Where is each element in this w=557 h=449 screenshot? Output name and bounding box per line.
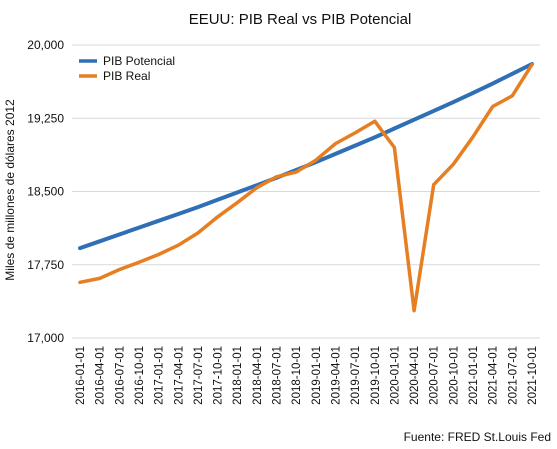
legend-label: PIB Real bbox=[103, 69, 150, 83]
x-tick-label: 2016-07-01 bbox=[114, 346, 126, 405]
y-tick-label: 20,000 bbox=[27, 38, 64, 52]
x-tick-label: 2017-01-01 bbox=[154, 346, 166, 405]
x-tick-label: 2019-01-01 bbox=[311, 346, 323, 405]
x-tick-label: 2020-01-01 bbox=[389, 346, 401, 405]
x-tick-label: 2016-04-01 bbox=[95, 346, 107, 405]
y-tick-label: 17,750 bbox=[27, 258, 64, 272]
grid-lines bbox=[72, 44, 540, 339]
x-tick-label: 2018-01-01 bbox=[232, 346, 244, 405]
x-tick-label: 2021-01-01 bbox=[468, 346, 480, 405]
x-tick-label: 2016-01-01 bbox=[75, 346, 87, 405]
chart-title: EEUU: PIB Real vs PIB Potencial bbox=[189, 11, 412, 28]
x-tick-label: 2021-04-01 bbox=[488, 346, 500, 405]
x-tick-label: 2020-07-01 bbox=[429, 346, 441, 405]
x-tick-label: 2021-10-01 bbox=[527, 346, 539, 405]
x-tick-label: 2020-10-01 bbox=[448, 346, 460, 405]
series-group bbox=[78, 62, 534, 313]
x-tick-label: 2018-10-01 bbox=[291, 346, 303, 405]
y-axis: 17,000 17,750 18,500 19,250 20,000 bbox=[27, 38, 64, 345]
x-tick-label: 2019-10-01 bbox=[370, 346, 382, 405]
x-tick-label: 2017-04-01 bbox=[173, 346, 185, 405]
x-tick-label: 2017-10-01 bbox=[213, 346, 225, 405]
source-note: Fuente: FRED St.Louis Fed bbox=[404, 430, 551, 444]
x-tick-label: 2016-10-01 bbox=[134, 346, 146, 405]
x-tick-label: 2021-07-01 bbox=[507, 346, 519, 405]
series-line-pib-potencial bbox=[78, 62, 534, 251]
y-tick-label: 19,250 bbox=[27, 111, 64, 125]
y-tick-label: 17,000 bbox=[27, 331, 64, 345]
y-axis-label: Miles de millones de dólares 2012 bbox=[3, 99, 17, 281]
x-tick-label: 2019-04-01 bbox=[330, 346, 342, 405]
legend-label: PIB Potencial bbox=[103, 54, 175, 68]
x-tick-label: 2018-07-01 bbox=[272, 346, 284, 405]
x-tick-label: 2018-04-01 bbox=[252, 346, 264, 405]
series-line-pib-real bbox=[78, 62, 534, 313]
y-tick-label: 18,500 bbox=[27, 185, 64, 199]
x-tick-label: 2017-07-01 bbox=[193, 346, 205, 405]
x-tick-label: 2020-04-01 bbox=[409, 346, 421, 405]
x-tick-label: 2019-07-01 bbox=[350, 346, 362, 405]
x-axis: 2016-01-01 2016-04-01 2016-07-01 2016-10-01… bbox=[75, 346, 539, 405]
